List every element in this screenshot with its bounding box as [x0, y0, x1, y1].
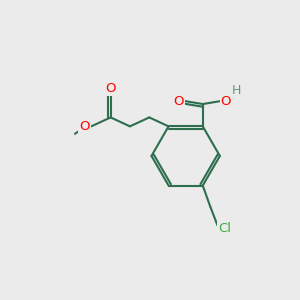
- Text: O: O: [80, 120, 90, 133]
- Text: O: O: [173, 94, 184, 108]
- Text: Cl: Cl: [218, 222, 232, 235]
- Text: H: H: [232, 84, 242, 97]
- Text: O: O: [105, 82, 116, 95]
- Text: O: O: [221, 94, 231, 108]
